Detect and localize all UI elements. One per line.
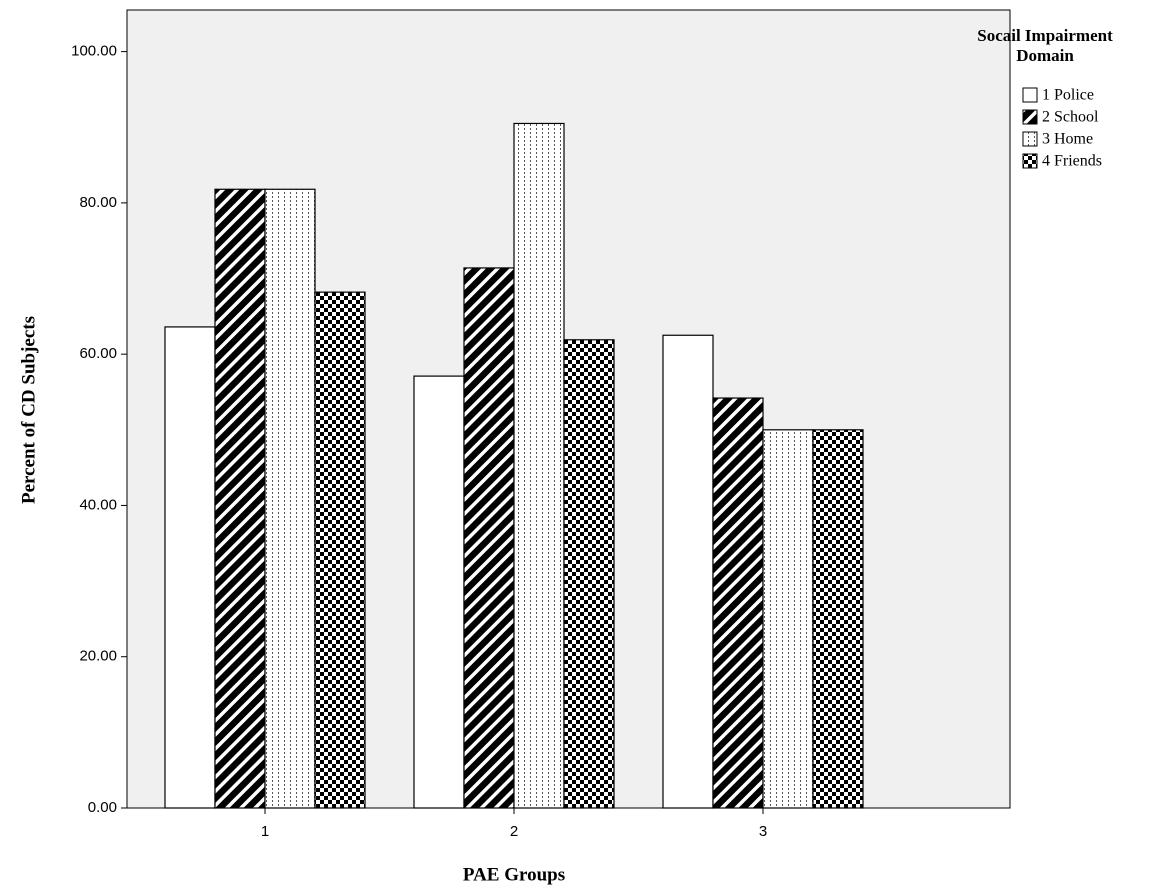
bar: [762, 429, 814, 809]
legend-swatch: [1022, 87, 1038, 103]
x-axis-title: PAE Groups: [463, 864, 565, 885]
bar: [214, 188, 266, 809]
x-tick-label: 2: [510, 823, 518, 840]
bar: [413, 375, 465, 809]
legend-title: Socail Impairment Domain: [977, 26, 1113, 65]
legend-swatch: [1022, 109, 1038, 125]
y-tick-label: 40.00: [79, 496, 117, 513]
y-tick-label: 20.00: [79, 648, 117, 665]
bar: [264, 188, 316, 809]
bar: [563, 339, 615, 809]
bar: [712, 397, 764, 809]
y-tick-label: 60.00: [79, 345, 117, 362]
legend-label: 4 Friends: [1042, 153, 1102, 170]
y-tick-label: 80.00: [79, 194, 117, 211]
bar: [463, 267, 515, 809]
bar: [513, 122, 565, 809]
legend-swatch: [1022, 153, 1038, 169]
x-tick-label: 1: [261, 823, 269, 840]
legend-label: 2 School: [1042, 109, 1099, 126]
y-tick-label: 100.00: [71, 43, 117, 60]
bar: [662, 334, 714, 809]
x-tick-label: 3: [759, 823, 767, 840]
legend-label: 3 Home: [1042, 131, 1093, 148]
y-tick-label: 0.00: [88, 799, 117, 816]
y-axis-title: Percent of CD Subjects: [18, 316, 39, 504]
legend-swatch: [1022, 131, 1038, 147]
legend-label: 1 Police: [1042, 87, 1094, 104]
bar: [164, 326, 216, 809]
bar: [314, 291, 366, 809]
bar: [812, 429, 864, 809]
